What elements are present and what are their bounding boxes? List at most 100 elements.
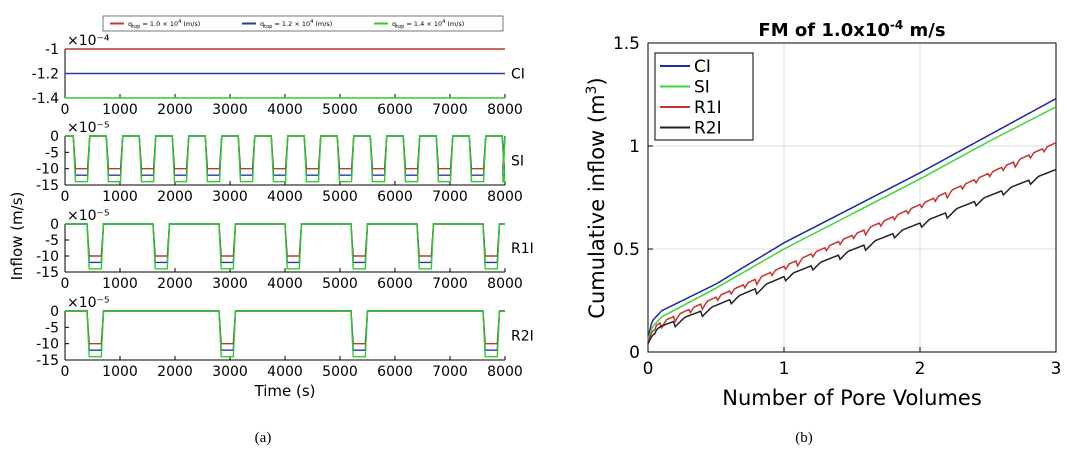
panel-si: 0-5-10-15×10⁻⁵0 1000 2000 3000 4000 5000 6000 7…: [36, 120, 524, 205]
panel-r2i: 0-5-10-15×10⁻⁵0 1000 2000 3000 4000 5000 6000 7…: [36, 295, 534, 380]
y-axis-label-a: Inflow (m/s): [8, 192, 26, 281]
legend-a-entry-0: qtop = 1.0 × 104 (m/s): [128, 19, 200, 30]
x-tick-label: 6000: [377, 189, 413, 205]
y-tick-label: -15: [36, 265, 59, 281]
y-tick-label: -5: [45, 320, 59, 336]
x-tick-label: 0: [61, 189, 70, 205]
x-axis-label-a: Time (s): [254, 382, 316, 400]
y-tick-label-b: 0.5: [613, 240, 640, 260]
series-si: [647, 106, 1057, 340]
chart-a: qtop = 1.0 × 104 (m/s) qtop = 1.2 × 104 (…: [8, 15, 534, 400]
legend-b-label-r1i: R1I: [694, 98, 722, 118]
y-exponent-r2i: ×10⁻⁵: [67, 295, 110, 311]
x-tick-label-b: 0: [643, 359, 654, 379]
x-tick-label: 6000: [377, 276, 413, 292]
series-si-0: [65, 135, 506, 170]
x-tick-label: 6000: [377, 364, 413, 380]
x-tick-label: 5000: [322, 276, 358, 292]
series-ci: [647, 97, 1057, 338]
x-tick-label: 2000: [157, 276, 193, 292]
y-tick-label: -15: [36, 353, 59, 369]
x-tick-label: 7000: [432, 189, 468, 205]
x-tick-label: 4000: [267, 364, 303, 380]
legend-a-entry-2: qtop = 1.4 × 104 (m/s): [392, 19, 464, 30]
x-tick-label: 8000: [487, 102, 523, 118]
legend-b-label-si: SI: [694, 78, 710, 98]
series-r2i-1: [65, 310, 505, 351]
series-si-2: [65, 135, 506, 183]
series-r2i-2: [65, 310, 505, 358]
x-tick-label: 7000: [432, 276, 468, 292]
y-tick-label-b: 1: [629, 137, 640, 157]
x-tick-label: 3000: [212, 102, 248, 118]
series-r2i: [647, 168, 1057, 345]
x-tick-label: 2000: [157, 189, 193, 205]
y-exponent-si: ×10⁻⁵: [67, 120, 110, 136]
x-tick-label: 1000: [102, 276, 138, 292]
legend-a-entry-1: qtop = 1.2 × 104 (m/s): [260, 19, 332, 30]
y-exponent-ci: ×10⁻⁴: [67, 33, 110, 49]
x-tick-label: 1000: [102, 102, 138, 118]
x-tick-label: 3000: [212, 276, 248, 292]
x-tick-label: 1000: [102, 364, 138, 380]
plot-frame-b: [647, 42, 1057, 353]
panel-r1i: 0-5-10-15×10⁻⁵0 1000 2000 3000 4000 5000 6000 7…: [36, 208, 534, 292]
x-tick-label-b: 1: [779, 359, 790, 379]
x-tick-label: 8000: [487, 364, 523, 380]
panel-label-r2i: R2I: [511, 329, 534, 345]
x-tick-label: 7000: [432, 364, 468, 380]
x-axis-label-b: Number of Pore Volumes: [722, 386, 982, 410]
x-tick-label: 3000: [212, 364, 248, 380]
panel-label-ci: CI: [511, 67, 525, 83]
x-tick-label: 1000: [102, 189, 138, 205]
caption-a: (a): [255, 430, 272, 446]
panel-label-si: SI: [511, 154, 524, 170]
x-tick-label: 0: [61, 276, 70, 292]
y-tick-label: -5: [45, 145, 59, 161]
y-axis-label-b: Cumulative inflow (m3): [584, 77, 609, 318]
x-tick-label: 2000: [157, 102, 193, 118]
x-tick-label: 7000: [432, 102, 468, 118]
y-tick-label-b: 1.5: [613, 34, 640, 54]
legend-a-box: [102, 15, 504, 32]
y-exponent-r1i: ×10⁻⁵: [67, 208, 110, 224]
x-tick-label: 0: [61, 364, 70, 380]
legend-a: qtop = 1.0 × 104 (m/s) qtop = 1.2 × 104 (…: [102, 15, 504, 32]
y-tick-label-b: 0: [629, 343, 640, 363]
legend-b-box: [654, 52, 754, 141]
x-tick-label: 4000: [267, 102, 303, 118]
x-tick-label: 5000: [322, 364, 358, 380]
panel-label-r1i: R1I: [511, 241, 534, 257]
legend-b-label-ci: CI: [694, 57, 711, 77]
series-r1i-2: [65, 223, 505, 270]
y-tick-label: 0: [50, 304, 59, 320]
x-tick-label: 8000: [487, 189, 523, 205]
y-tick-label: -1: [45, 42, 59, 58]
x-tick-label-b: 2: [915, 359, 926, 379]
x-tick-label: 3000: [212, 189, 248, 205]
y-tick-label: -1.4: [32, 91, 59, 107]
legend-b-label-r2i: R2I: [694, 119, 722, 139]
x-tick-label: 5000: [322, 189, 358, 205]
y-tick-label: -10: [36, 249, 59, 265]
x-tick-label: 8000: [487, 276, 523, 292]
y-tick-label: 0: [50, 217, 59, 233]
series-r1i: [647, 142, 1057, 342]
x-tick-label: 4000: [267, 276, 303, 292]
y-tick-label: 0: [50, 129, 59, 145]
panel-ci: -1 -1.2 -1.4 ×10⁻⁴ 0 1000 2000 3000 4000 5000 6000…: [32, 33, 525, 118]
chart-b-title: FM of 1.0x10-4 m/s: [758, 18, 945, 41]
x-tick-label: 4000: [267, 189, 303, 205]
x-tick-label: 2000: [157, 364, 193, 380]
caption-b: (b): [795, 430, 813, 446]
series-r2i-0: [65, 310, 505, 345]
y-tick-label: -10: [36, 337, 59, 353]
y-tick-label: -1.2: [32, 67, 59, 83]
x-tick-label: 5000: [322, 102, 358, 118]
y-tick-label: -10: [36, 162, 59, 178]
x-tick-label-b: 3: [1051, 359, 1062, 379]
x-tick-label: 0: [61, 102, 70, 118]
